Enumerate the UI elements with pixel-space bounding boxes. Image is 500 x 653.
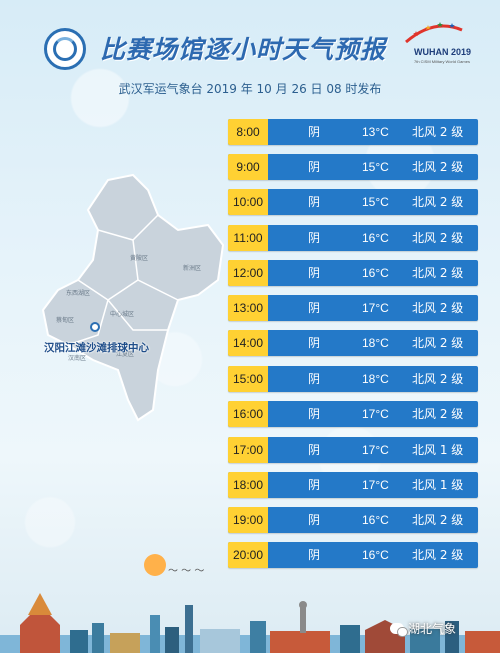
forecast-temp: 17°C xyxy=(362,407,389,421)
forecast-temp: 16°C xyxy=(362,513,389,527)
wuhan-map: 黄陂区 新洲区 东西湖区 蔡甸区 汉南区 中心城区 江夏区 xyxy=(41,173,225,422)
forecast-wind: 北风 2 级 xyxy=(412,513,464,527)
venue-marker-icon xyxy=(90,322,100,332)
watermark: 湖北气象 xyxy=(390,620,456,637)
city-skyline-illustration xyxy=(0,593,500,653)
district-label: 黄陂区 xyxy=(130,254,148,262)
page-title: 比赛场馆逐小时天气预报 xyxy=(100,35,387,64)
forecast-temp: 16°C xyxy=(362,266,389,280)
district-label: 新洲区 xyxy=(183,264,201,272)
birds-icon: 〜 〜 〜 xyxy=(168,566,205,577)
forecast-temp: 15°C xyxy=(362,195,389,209)
forecast-weather: 阴 xyxy=(308,548,321,562)
meteorological-bureau-logo xyxy=(44,28,86,70)
forecast-wind: 北风 2 级 xyxy=(412,407,464,421)
forecast-temp: 17°C xyxy=(362,301,389,315)
forecast-wind: 北风 2 级 xyxy=(412,301,464,315)
forecast-weather: 阴 xyxy=(308,195,321,209)
military-games-logo: WUHAN 2019 7th CISM Military World Games xyxy=(400,20,480,72)
district-label: 汉南区 xyxy=(68,354,86,362)
forecast-wind: 北风 2 级 xyxy=(412,231,464,245)
forecast-time: 11:00 xyxy=(228,225,268,251)
sun-icon xyxy=(144,554,166,576)
forecast-wind: 北风 2 级 xyxy=(412,125,464,139)
forecast-wind: 北风 1 级 xyxy=(412,443,464,457)
forecast-wind: 北风 2 级 xyxy=(412,160,464,174)
event-logo-text: WUHAN 2019 xyxy=(414,47,472,57)
wechat-icon xyxy=(390,623,408,637)
forecast-time: 12:00 xyxy=(228,260,268,286)
forecast-temp: 17°C xyxy=(362,478,389,492)
forecast-weather: 阴 xyxy=(308,336,321,350)
forecast-time: 8:00 xyxy=(228,119,268,145)
forecast-weather: 阴 xyxy=(308,231,321,245)
forecast-row: 14:00 阴 18°C 北风 2 级 xyxy=(228,330,478,356)
forecast-time: 15:00 xyxy=(228,366,268,392)
forecast-weather: 阴 xyxy=(308,266,321,280)
forecast-temp: 16°C xyxy=(362,548,389,562)
forecast-weather: 阴 xyxy=(308,407,321,421)
forecast-row: 11:00 阴 16°C 北风 2 级 xyxy=(228,225,478,251)
venue-label: 汉阳江滩沙滩排球中心 xyxy=(44,342,149,354)
issuer-line: 武汉军运气象台 2019 年 10 月 26 日 08 时发布 xyxy=(118,82,382,96)
forecast-row: 20:00 阴 16°C 北风 2 级 xyxy=(228,542,478,568)
forecast-weather: 阴 xyxy=(308,125,321,139)
forecast-wind: 北风 2 级 xyxy=(412,548,464,562)
forecast-time: 14:00 xyxy=(228,330,268,356)
forecast-time: 20:00 xyxy=(228,542,268,568)
event-logo-subtext: 7th CISM Military World Games xyxy=(414,59,470,64)
forecast-temp: 16°C xyxy=(362,231,389,245)
forecast-wind: 北风 2 级 xyxy=(412,266,464,280)
district-label: 蔡甸区 xyxy=(56,316,74,324)
forecast-time: 16:00 xyxy=(228,401,268,427)
forecast-row: 16:00 阴 17°C 北风 2 级 xyxy=(228,401,478,427)
forecast-row: 17:00 阴 17°C 北风 1 级 xyxy=(228,437,478,463)
forecast-temp: 15°C xyxy=(362,160,389,174)
district-label: 江夏区 xyxy=(116,351,134,358)
forecast-row: 8:00 阴 13°C 北风 2 级 xyxy=(228,119,478,145)
forecast-time: 19:00 xyxy=(228,507,268,533)
forecast-row: 13:00 阴 17°C 北风 2 级 xyxy=(228,295,478,321)
district-label: 中心城区 xyxy=(110,310,134,318)
forecast-time: 13:00 xyxy=(228,295,268,321)
forecast-time: 9:00 xyxy=(228,154,268,180)
district-label: 东西湖区 xyxy=(66,289,90,297)
forecast-weather: 阴 xyxy=(308,443,321,457)
forecast-temp: 17°C xyxy=(362,443,389,457)
forecast-wind: 北风 2 级 xyxy=(412,372,464,386)
forecast-row: 15:00 阴 18°C 北风 2 级 xyxy=(228,366,478,392)
forecast-row: 12:00 阴 16°C 北风 2 级 xyxy=(228,260,478,286)
forecast-weather: 阴 xyxy=(308,301,321,315)
forecast-wind: 北风 2 级 xyxy=(412,195,464,209)
forecast-wind: 北风 1 级 xyxy=(412,478,464,492)
forecast-wind: 北风 2 级 xyxy=(412,336,464,350)
forecast-row: 18:00 阴 17°C 北风 1 级 xyxy=(228,472,478,498)
forecast-weather: 阴 xyxy=(308,513,321,527)
watermark-text: 湖北气象 xyxy=(408,622,457,636)
forecast-time: 18:00 xyxy=(228,472,268,498)
forecast-row: 19:00 阴 16°C 北风 2 级 xyxy=(228,507,478,533)
forecast-time: 17:00 xyxy=(228,437,268,463)
forecast-weather: 阴 xyxy=(308,478,321,492)
forecast-weather: 阴 xyxy=(308,160,321,174)
forecast-row: 10:00 阴 15°C 北风 2 级 xyxy=(228,189,478,215)
forecast-temp: 13°C xyxy=(362,125,389,139)
forecast-temp: 18°C xyxy=(362,336,389,350)
forecast-weather: 阴 xyxy=(308,372,321,386)
forecast-row: 9:00 阴 15°C 北风 2 级 xyxy=(228,154,478,180)
forecast-time: 10:00 xyxy=(228,189,268,215)
forecast-temp: 18°C xyxy=(362,372,389,386)
stars-icon xyxy=(405,22,463,44)
